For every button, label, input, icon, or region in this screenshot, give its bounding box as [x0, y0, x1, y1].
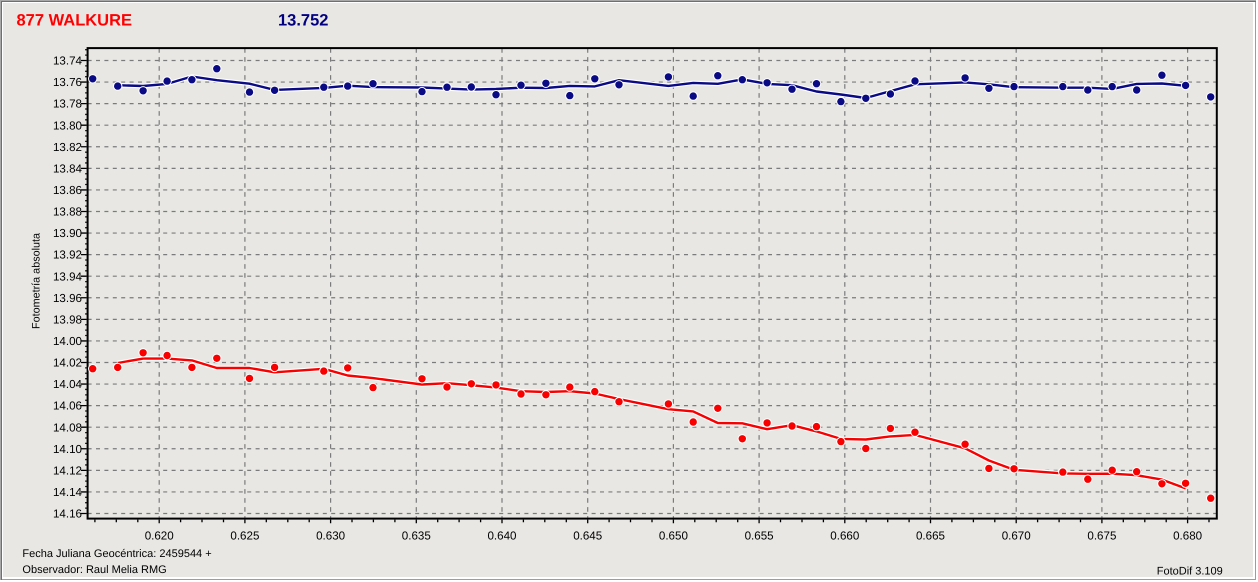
svg-text:0.680: 0.680 [1173, 530, 1202, 543]
svg-text:0.645: 0.645 [573, 530, 602, 543]
svg-text:0.670: 0.670 [1002, 530, 1031, 543]
svg-text:14.08: 14.08 [53, 421, 82, 434]
svg-text:13.90: 13.90 [53, 227, 82, 240]
svg-text:14.16: 14.16 [53, 508, 82, 521]
svg-text:13.96: 13.96 [53, 292, 82, 305]
svg-text:0.650: 0.650 [659, 530, 688, 543]
svg-text:14.02: 14.02 [53, 357, 82, 370]
svg-text:14.06: 14.06 [53, 400, 82, 413]
svg-text:13.88: 13.88 [53, 206, 82, 219]
svg-text:14.10: 14.10 [53, 443, 82, 456]
svg-text:Observador: Raul Melia RMG: Observador: Raul Melia RMG [22, 564, 166, 576]
svg-text:14.00: 14.00 [53, 335, 82, 348]
svg-text:Fecha Juliana Geocéntrica: 245: Fecha Juliana Geocéntrica: 2459544 + [22, 548, 211, 560]
svg-text:14.12: 14.12 [53, 464, 82, 477]
svg-text:13.76: 13.76 [53, 76, 82, 89]
svg-text:0.630: 0.630 [316, 530, 345, 543]
svg-text:13.92: 13.92 [53, 249, 82, 262]
svg-text:877 WALKURE: 877 WALKURE [17, 12, 133, 30]
svg-text:0.665: 0.665 [916, 530, 945, 543]
svg-text:13.78: 13.78 [53, 98, 82, 111]
svg-text:0.620: 0.620 [145, 530, 174, 543]
svg-text:14.04: 14.04 [53, 378, 83, 391]
svg-text:13.82: 13.82 [53, 141, 82, 154]
svg-text:13.98: 13.98 [53, 314, 82, 327]
svg-text:13.86: 13.86 [53, 184, 82, 197]
svg-text:0.675: 0.675 [1087, 530, 1116, 543]
svg-text:13.752: 13.752 [278, 12, 328, 30]
svg-text:Fotometría absoluta: Fotometría absoluta [31, 233, 43, 329]
svg-text:13.84: 13.84 [53, 163, 83, 176]
svg-text:13.94: 13.94 [53, 270, 83, 283]
svg-text:0.655: 0.655 [745, 530, 774, 543]
svg-text:13.74: 13.74 [53, 55, 83, 68]
svg-text:13.80: 13.80 [53, 119, 82, 132]
svg-text:0.660: 0.660 [830, 530, 859, 543]
svg-text:FotoDif 3.109: FotoDif 3.109 [1157, 566, 1223, 578]
svg-text:0.640: 0.640 [487, 530, 516, 543]
svg-text:0.635: 0.635 [402, 530, 431, 543]
svg-text:14.14: 14.14 [53, 486, 83, 499]
svg-text:0.625: 0.625 [230, 530, 259, 543]
